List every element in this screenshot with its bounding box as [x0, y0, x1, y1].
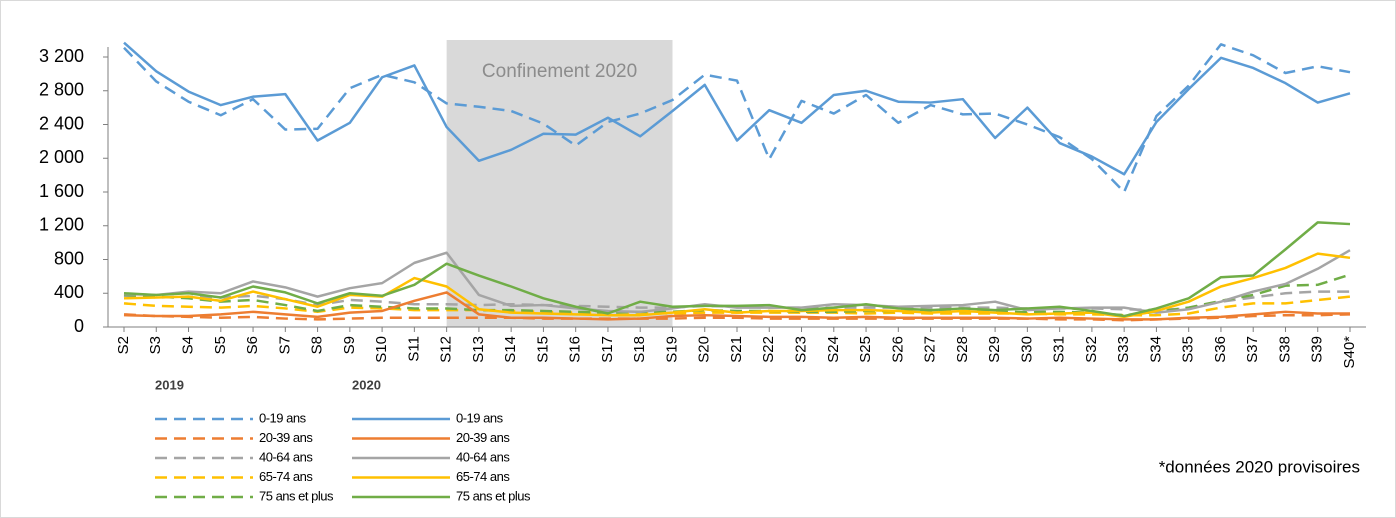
x-tick-label: S21 [728, 336, 745, 363]
x-tick-label: S28 [954, 336, 971, 363]
x-tick-label: S40* [1341, 336, 1358, 369]
series-line [123, 273, 1351, 317]
y-tick-label: 400 [54, 282, 84, 302]
y-tick-label: 2 400 [39, 113, 84, 133]
x-tick-label: S6 [244, 336, 261, 354]
x-tick-label: S7 [276, 336, 293, 354]
series-line [123, 291, 1350, 321]
x-tick-label: S30 [1018, 336, 1035, 363]
x-tick-label: S39 [1309, 336, 1326, 363]
legend-label: 20-39 ans [259, 430, 313, 445]
shaded-area-group: Confinement 2020 [446, 40, 673, 327]
y-tick-label: 2 000 [39, 147, 84, 167]
x-tick-label: S20 [696, 336, 713, 363]
legend-group-title: 2019 [155, 377, 184, 392]
x-tick-label: S25 [857, 336, 874, 363]
series-line [123, 313, 1351, 322]
x-tick-label: S5 [212, 336, 229, 354]
x-tick-label: S31 [1051, 336, 1068, 363]
x-tick-label: S4 [179, 336, 196, 354]
x-tick-label: S19 [663, 336, 680, 363]
x-tick-label: S26 [889, 336, 906, 363]
x-tick-label: S17 [599, 336, 616, 363]
x-tick-label: S3 [147, 336, 164, 354]
x-tick-label: S23 [792, 336, 809, 363]
x-tick-label: S38 [1276, 336, 1293, 363]
legend-label: 75 ans et plus [259, 488, 334, 503]
x-tick-label: S12 [438, 336, 455, 363]
x-tick-label: S14 [502, 336, 519, 363]
legend-label: 0-19 ans [259, 410, 307, 425]
series-line [123, 221, 1351, 318]
shaded-period-label: Confinement 2020 [482, 61, 637, 82]
x-tick-label: S2 [115, 336, 132, 354]
legend-label: 75 ans et plus [456, 488, 531, 503]
x-tick-label: S29 [986, 336, 1003, 363]
x-tick-label: S22 [760, 336, 777, 363]
x-tick-label: S37 [1244, 336, 1261, 363]
series-line [123, 252, 1351, 319]
x-tick-label: S36 [1212, 336, 1229, 363]
x-tick-label: S13 [470, 336, 487, 363]
y-tick-label: 1 200 [39, 215, 84, 235]
axis-group: 0 400 800 1 200 1 600 2 000 2 400 2 800 3 200 S2 S… [39, 46, 1366, 369]
legend-label: 65-74 ans [259, 469, 313, 484]
y-tick-label: 1 600 [39, 181, 84, 201]
x-tick-label: S27 [922, 336, 939, 363]
legend-label: 65-74 ans [456, 469, 510, 484]
y-tick-label: 0 [74, 316, 84, 336]
x-tick-label: S24 [825, 336, 842, 363]
x-tick-label: S32 [1083, 336, 1100, 363]
x-tick-label: S35 [1180, 336, 1197, 363]
y-tick-label: 800 [54, 248, 84, 268]
legend-label: 20-39 ans [456, 430, 510, 445]
legend-group-title: 2020 [352, 377, 381, 392]
legend-label: 0-19 ans [456, 410, 504, 425]
x-tick-label: S8 [309, 336, 326, 354]
legend-label: 40-64 ans [259, 449, 313, 464]
legend-label: 40-64 ans [456, 449, 510, 464]
x-tick-label: S15 [534, 336, 551, 363]
x-tick-label: S10 [373, 336, 390, 363]
x-tick-label: S16 [567, 336, 584, 363]
note: *données 2020 provisoires [1159, 457, 1360, 476]
x-tick-label: S34 [1147, 336, 1164, 363]
legend: 2019 0-19 ans 20-39 ans 40-64 ans 65-74 ans 7… [155, 377, 531, 503]
x-tick-label: S9 [341, 336, 358, 354]
series-line [123, 41, 1351, 176]
x-tick-label: S18 [631, 336, 648, 363]
y-tick-label: 3 200 [39, 46, 84, 66]
shaded-period [446, 40, 673, 327]
x-tick-label: S33 [1115, 336, 1132, 363]
series-line [123, 43, 1351, 194]
lines-group [123, 41, 1351, 322]
y-tick-label: 2 800 [39, 80, 84, 100]
x-tick-label: S11 [405, 336, 422, 362]
